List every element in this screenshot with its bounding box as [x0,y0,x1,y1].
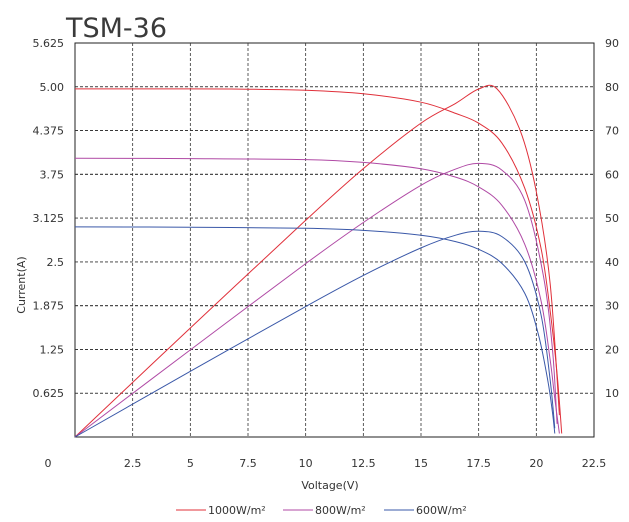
x-tick-label: 17.5 [466,457,491,470]
legend-label-1: 800W/m² [315,504,366,517]
y-tick-label: 0.625 [33,387,65,400]
iv-curve-2 [74,226,556,434]
power-curve-0 [74,84,560,438]
y2-tick-label: 10 [605,387,619,400]
power-curve-2 [74,230,556,438]
x-tick-label: 20 [529,457,543,470]
y-tick-label: 1.875 [33,300,65,313]
y-tick-label: 5.625 [33,37,65,50]
y2-tick-label: 90 [605,37,619,50]
curves [74,84,563,438]
x-axis-label: Voltage(V) [301,479,358,492]
x-tick-label: 22.5 [582,457,607,470]
grid [74,42,595,438]
y-tick-label: 4.375 [33,125,65,138]
y-tick-label: 3.75 [40,168,65,181]
x-tick-label: 0 [45,457,52,470]
x-tick-label: 2.5 [124,457,142,470]
legend-label-0: 1000W/m² [208,504,266,517]
y2-tick-label: 30 [605,300,619,313]
plot-frame [74,42,595,438]
iv-curve-1 [74,157,560,434]
x-tick-label: 10 [299,457,313,470]
power-curve-1 [74,162,558,438]
y2-tick-label: 70 [605,125,619,138]
x-tick-label: 15 [414,457,428,470]
y-tick-label: 3.125 [33,212,65,225]
y-axis-label: Current(A) [15,256,28,313]
y-tick-label: 2.5 [47,256,65,269]
y2-tick-label: 50 [605,212,619,225]
x-tick-label: 12.5 [351,457,376,470]
legend: 1000W/m² 800W/m² 600W/m² [176,504,467,517]
y2-tick-label: 80 [605,81,619,94]
x-tick-label: 5 [187,457,194,470]
y2-tick-label: 40 [605,256,619,269]
legend-label-2: 600W/m² [416,504,467,517]
y-tick-label: 1.25 [40,343,65,356]
y2-tick-label: 20 [605,343,619,356]
tick-labels: 0 2.5 5 7.5 10 12.5 15 17.5 20 22.5 0.625 1.25 1.875… [33,37,620,470]
y-tick-label: 5.00 [40,81,65,94]
x-tick-label: 7.5 [239,457,257,470]
y2-tick-label: 60 [605,168,619,181]
chart-title: TSM-36 [65,13,167,44]
iv-curve-0 [74,88,563,434]
